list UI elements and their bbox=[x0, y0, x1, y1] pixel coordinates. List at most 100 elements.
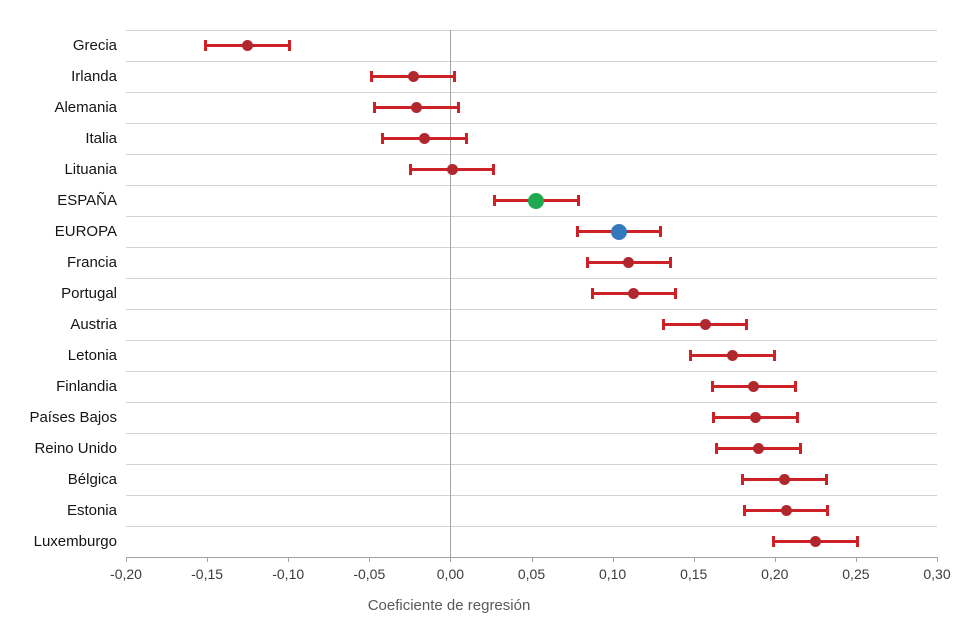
error-bar-cap-left bbox=[373, 102, 377, 113]
error-bar-cap-right bbox=[659, 226, 663, 237]
gridline bbox=[126, 216, 937, 217]
x-axis-tick-label: 0,05 bbox=[517, 566, 546, 582]
category-label: Luxemburgo bbox=[33, 532, 117, 550]
error-bar-cap-right bbox=[795, 412, 799, 423]
error-bar-cap-right bbox=[576, 195, 580, 206]
data-point bbox=[780, 505, 792, 516]
gridline bbox=[126, 433, 937, 434]
error-bar-cap-right bbox=[793, 381, 797, 392]
x-axis-tick bbox=[937, 557, 938, 562]
category-label: Reino Unido bbox=[34, 439, 117, 457]
x-axis-tick-label: -0,20 bbox=[110, 566, 142, 582]
error-bar-cap-right bbox=[453, 71, 457, 82]
data-point bbox=[748, 381, 760, 392]
error-bar-cap-right bbox=[855, 536, 859, 547]
x-axis-tick-label: 0,20 bbox=[761, 566, 789, 582]
x-axis-tick bbox=[450, 557, 452, 562]
data-point bbox=[407, 71, 419, 82]
gridline bbox=[126, 495, 937, 496]
error-bar-cap-right bbox=[492, 164, 496, 175]
error-bar-cap-left bbox=[661, 319, 665, 330]
category-label: Estonia bbox=[66, 501, 117, 519]
x-axis-tick bbox=[612, 557, 614, 562]
data-point bbox=[410, 102, 422, 113]
error-bar-cap-left bbox=[585, 257, 589, 268]
x-axis-tick-label: -0,10 bbox=[272, 566, 305, 582]
data-point bbox=[242, 40, 254, 51]
x-axis-tick bbox=[369, 557, 371, 562]
category-label: Letonia bbox=[67, 346, 117, 364]
error-bar-cap-left bbox=[742, 505, 746, 516]
gridline bbox=[126, 61, 937, 62]
x-axis-tick-label: 0,25 bbox=[842, 566, 870, 582]
category-label: Grecia bbox=[72, 36, 117, 54]
x-axis-tick-label: 0,15 bbox=[680, 566, 708, 582]
data-point bbox=[779, 474, 791, 485]
x-axis-tick-label: 0,00 bbox=[436, 566, 465, 582]
error-bar-cap-right bbox=[824, 474, 828, 485]
error-bar-cap-left bbox=[493, 195, 497, 206]
category-label: ESPAÑA bbox=[57, 191, 117, 209]
category-label: Lituania bbox=[64, 160, 117, 178]
error-bar-cap-left bbox=[741, 474, 745, 485]
x-axis-tick bbox=[531, 557, 533, 562]
data-point bbox=[628, 288, 640, 299]
gridline bbox=[126, 340, 937, 341]
x-axis-tick bbox=[126, 557, 127, 562]
x-axis-tick bbox=[288, 557, 290, 562]
gridline bbox=[126, 278, 937, 279]
x-axis-tick-label: -0,05 bbox=[353, 566, 386, 582]
category-label: Países Bajos bbox=[29, 408, 117, 426]
data-point bbox=[418, 133, 430, 144]
gridline bbox=[126, 30, 937, 31]
x-axis-tick bbox=[774, 557, 776, 562]
error-bar-cap-right bbox=[745, 319, 749, 330]
error-bar-cap-left bbox=[381, 133, 385, 144]
gridline bbox=[126, 92, 937, 93]
gridline bbox=[126, 309, 937, 310]
category-label: Portugal bbox=[61, 284, 117, 302]
error-bar-cap-left bbox=[772, 536, 776, 547]
data-point bbox=[446, 164, 458, 175]
category-label: EUROPA bbox=[54, 222, 117, 240]
gridline bbox=[126, 154, 937, 155]
x-axis-tick-label: 0,30 bbox=[923, 566, 951, 582]
data-point bbox=[623, 257, 635, 268]
gridline bbox=[126, 402, 937, 403]
error-bar-cap-right bbox=[673, 288, 677, 299]
category-label: Bélgica bbox=[67, 470, 117, 488]
error-bar-cap-left bbox=[369, 71, 373, 82]
error-bar-cap-left bbox=[408, 164, 412, 175]
data-point bbox=[749, 412, 761, 423]
gridline bbox=[126, 185, 937, 186]
category-label: Francia bbox=[66, 253, 117, 271]
gridline bbox=[126, 371, 937, 372]
x-axis-tick-label: -0,15 bbox=[191, 566, 224, 582]
error-bar-cap-right bbox=[798, 443, 802, 454]
data-point bbox=[611, 223, 628, 240]
zero-reference-line bbox=[450, 30, 452, 557]
error-bar-cap-left bbox=[204, 40, 208, 51]
error-bar-cap-left bbox=[710, 381, 714, 392]
error-bar-cap-left bbox=[575, 226, 579, 237]
error-bar-cap-left bbox=[715, 443, 719, 454]
data-point bbox=[528, 192, 545, 209]
error-bar-cap-left bbox=[590, 288, 594, 299]
x-axis-tick bbox=[693, 557, 695, 562]
gridline bbox=[126, 247, 937, 248]
gridline bbox=[126, 526, 937, 527]
gridline bbox=[126, 464, 937, 465]
x-axis-title: Coeficiente de regresión bbox=[367, 597, 531, 614]
error-bar-cap-right bbox=[456, 102, 460, 113]
error-bar-cap-left bbox=[689, 350, 693, 361]
error-bar-cap-right bbox=[464, 133, 468, 144]
x-axis-tick bbox=[207, 557, 209, 562]
category-label: Finlandia bbox=[56, 377, 117, 395]
category-label: Alemania bbox=[54, 98, 117, 116]
error-bar-cap-right bbox=[287, 40, 291, 51]
data-point bbox=[753, 443, 765, 454]
error-bar-cap-right bbox=[826, 505, 830, 516]
category-label: Austria bbox=[70, 315, 117, 333]
category-label: Irlanda bbox=[71, 67, 117, 85]
